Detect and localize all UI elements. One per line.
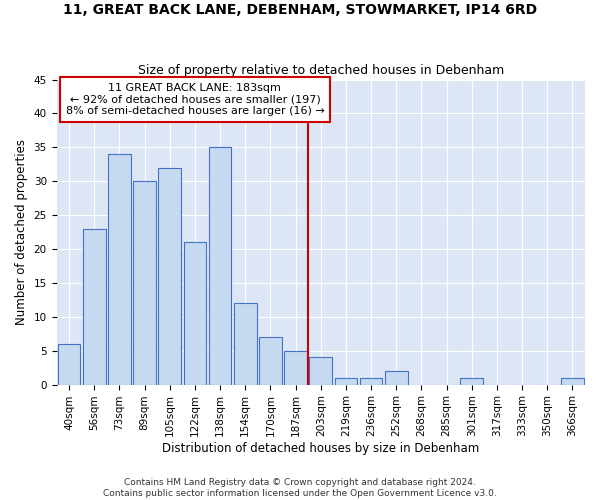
Bar — [385, 371, 407, 384]
Bar — [360, 378, 382, 384]
Bar — [83, 228, 106, 384]
Bar — [460, 378, 483, 384]
X-axis label: Distribution of detached houses by size in Debenham: Distribution of detached houses by size … — [162, 442, 479, 455]
Bar — [335, 378, 357, 384]
Text: 11, GREAT BACK LANE, DEBENHAM, STOWMARKET, IP14 6RD: 11, GREAT BACK LANE, DEBENHAM, STOWMARKE… — [63, 2, 537, 16]
Text: 11 GREAT BACK LANE: 183sqm
← 92% of detached houses are smaller (197)
8% of semi: 11 GREAT BACK LANE: 183sqm ← 92% of deta… — [65, 83, 325, 116]
Bar — [58, 344, 80, 385]
Y-axis label: Number of detached properties: Number of detached properties — [15, 139, 28, 325]
Bar — [133, 181, 156, 384]
Bar — [234, 304, 257, 384]
Bar — [108, 154, 131, 384]
Title: Size of property relative to detached houses in Debenham: Size of property relative to detached ho… — [137, 64, 504, 77]
Bar — [561, 378, 584, 384]
Bar — [284, 350, 307, 384]
Bar — [209, 148, 232, 384]
Text: Contains HM Land Registry data © Crown copyright and database right 2024.
Contai: Contains HM Land Registry data © Crown c… — [103, 478, 497, 498]
Bar — [310, 358, 332, 384]
Bar — [158, 168, 181, 384]
Bar — [184, 242, 206, 384]
Bar — [259, 337, 282, 384]
